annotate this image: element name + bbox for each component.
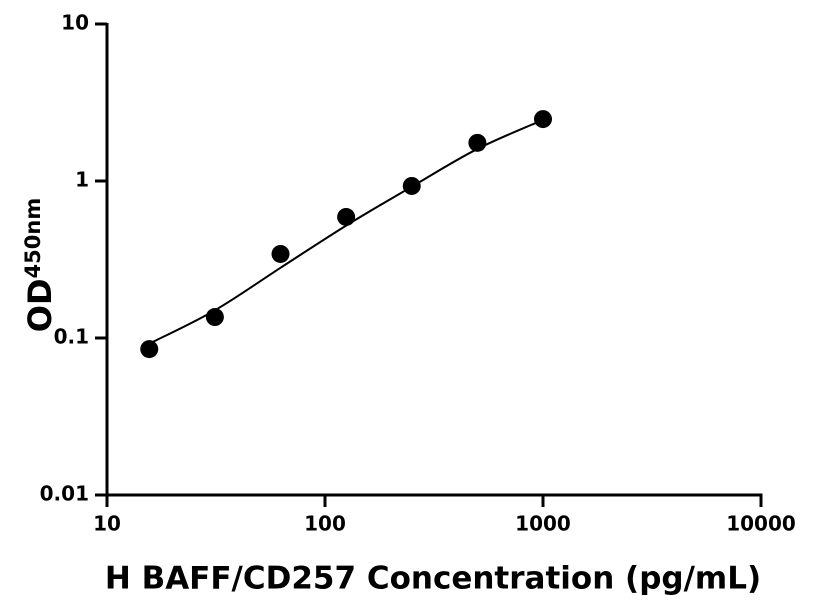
y-tick-label: 1 [75, 168, 89, 192]
y-axis-label: OD450nm [21, 198, 59, 332]
y-axis-label-main: OD [21, 278, 59, 332]
x-axis-label: H BAFF/CD257 Concentration (pg/mL) [105, 561, 761, 597]
data-point [140, 340, 159, 359]
x-tick-label: 100 [304, 512, 346, 536]
y-tick-label: 0.01 [40, 482, 89, 506]
data-point [534, 110, 552, 129]
x-tick-label: 1000 [515, 512, 571, 536]
y-tick-label: 0.1 [54, 325, 89, 349]
y-axis-label-sub: 450nm [21, 198, 45, 279]
data-point [271, 244, 290, 263]
x-tick-label: 10 [93, 512, 121, 536]
fit-curve [148, 118, 544, 345]
x-tick-label: 10000 [726, 512, 796, 536]
data-point [337, 207, 356, 226]
y-tick-label: 10 [61, 11, 89, 35]
